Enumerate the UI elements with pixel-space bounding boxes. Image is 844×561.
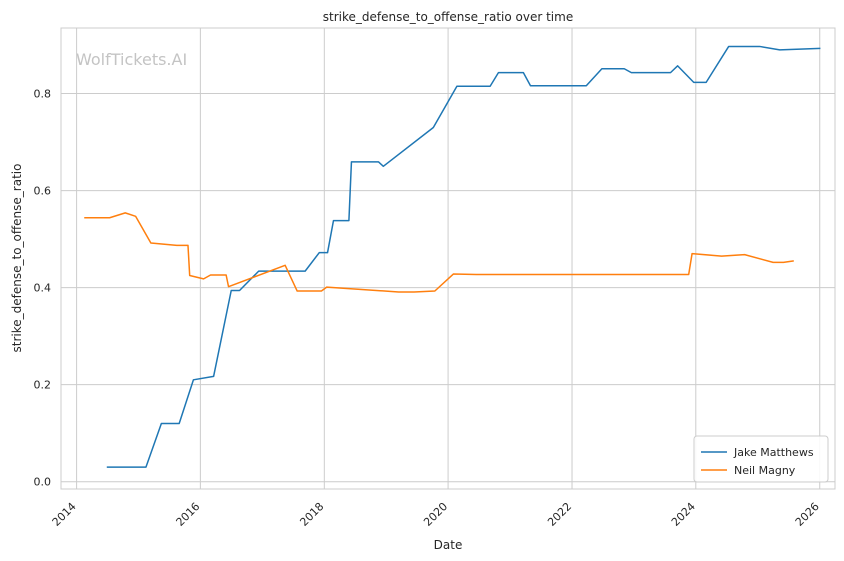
watermark: WolfTickets.AI (76, 50, 187, 69)
x-tick-label: 2022 (545, 500, 574, 529)
y-tick-label: 0.8 (34, 88, 52, 101)
x-tick-label: 2018 (297, 500, 326, 529)
series-line-neil-magny (84, 212, 794, 293)
x-axis-label: Date (434, 538, 463, 552)
legend-label-neil-magny: Neil Magny (734, 464, 796, 477)
grid (61, 28, 835, 489)
x-tick-label: 2024 (669, 500, 698, 529)
y-tick-label: 0.4 (34, 282, 52, 295)
x-tick-label: 2016 (174, 500, 203, 529)
y-tick-label: 0.6 (34, 185, 52, 198)
x-tick-label: 2020 (421, 500, 450, 529)
legend-box (693, 435, 829, 483)
series-lines (84, 45, 821, 468)
legend-label-jake-matthews: Jake Matthews (733, 446, 814, 459)
chart-title: strike_defense_to_offense_ratio over tim… (323, 10, 573, 24)
y-tick-labels: 0.0 0.2 0.4 0.6 0.8 (34, 88, 52, 489)
x-tick-labels: 2014 2016 2018 2020 2022 2024 2026 (50, 500, 822, 529)
series-line-jake-matthews (106, 45, 821, 468)
legend: Jake Matthews Neil Magny (693, 435, 829, 483)
x-tick-label: 2014 (50, 500, 79, 529)
x-tick-label: 2026 (793, 500, 822, 529)
y-axis-label: strike_defense_to_offense_ratio (10, 164, 24, 353)
y-tick-label: 0.0 (34, 476, 52, 489)
y-tick-label: 0.2 (34, 379, 52, 392)
